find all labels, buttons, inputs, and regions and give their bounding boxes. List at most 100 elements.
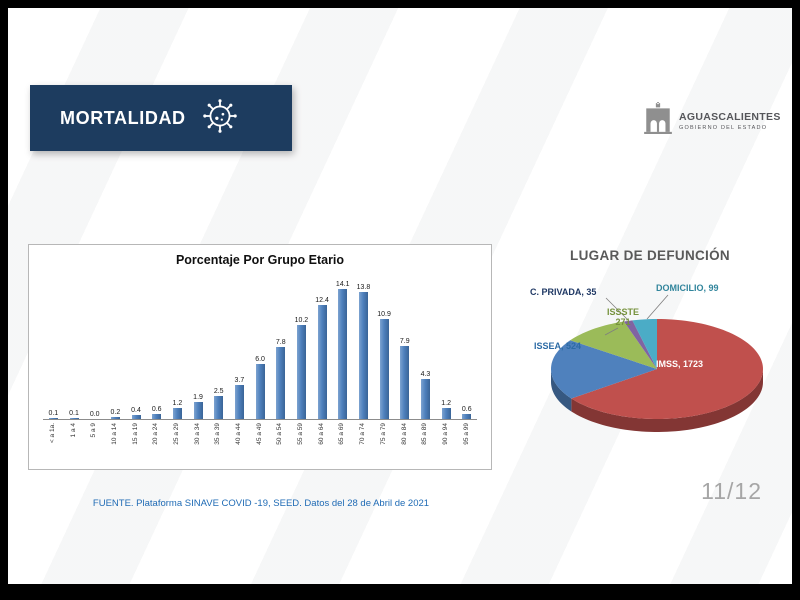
bar-category-label: < a 1a. bbox=[49, 423, 57, 444]
bar bbox=[379, 318, 389, 419]
bar-category-cell: 70 a 74 bbox=[353, 423, 374, 445]
bar-category-cell: 90 a 94 bbox=[436, 423, 457, 445]
bar-category-cell: < a 1a. bbox=[43, 423, 64, 445]
bar-category-row: < a 1a. 1 a 4 5 a 9 10 a 14 15 a 19 20 a 24 25… bbox=[43, 423, 477, 445]
bar-category-label: 50 a 54 bbox=[276, 423, 284, 445]
bar-category-label: 20 a 24 bbox=[152, 423, 160, 445]
bar-slot: 7.9 bbox=[394, 338, 415, 419]
bar-category-cell: 20 a 24 bbox=[146, 423, 167, 445]
bar-category-cell: 85 a 89 bbox=[415, 423, 436, 445]
bar bbox=[234, 385, 244, 419]
bar-slot: 4.3 bbox=[415, 371, 436, 419]
bar-slot: 0.2 bbox=[105, 409, 126, 419]
mortality-banner: MORTALIDAD bbox=[30, 85, 292, 151]
bar-category-label: 10 a 14 bbox=[111, 423, 119, 445]
bar-category-label: 60 a 64 bbox=[317, 423, 325, 445]
bar-slot: 0.6 bbox=[456, 405, 477, 419]
bar-category-label: 45 a 49 bbox=[255, 423, 263, 445]
bar-slot: 1.2 bbox=[167, 400, 188, 419]
bar-slot: 0.1 bbox=[64, 410, 85, 419]
virus-icon bbox=[202, 98, 238, 139]
bar bbox=[441, 408, 451, 419]
pie-label-issste: ISSSTE 271 bbox=[606, 307, 639, 328]
bar-value-label: 0.4 bbox=[131, 407, 141, 415]
bar-category-cell: 1 a 4 bbox=[64, 423, 85, 445]
bar-category-label: 1 a 4 bbox=[69, 423, 77, 438]
bar bbox=[462, 413, 472, 419]
bar-slot: 1.2 bbox=[436, 400, 457, 419]
bar bbox=[400, 346, 410, 419]
bar-value-label: 12.4 bbox=[315, 296, 329, 304]
bar bbox=[131, 415, 141, 419]
bar-category-cell: 35 a 39 bbox=[208, 423, 229, 445]
bar-category-label: 90 a 94 bbox=[441, 423, 449, 445]
bar bbox=[172, 408, 182, 419]
bar-chart-panel: Porcentaje Por Grupo Etario 0.1 0.1 0.0 0.2… bbox=[28, 244, 492, 470]
bar-slot: 0.0 bbox=[84, 411, 105, 419]
bar-value-label: 10.9 bbox=[377, 310, 391, 318]
pie-slice-issea bbox=[551, 340, 657, 399]
bar-category-cell: 30 a 34 bbox=[188, 423, 209, 445]
source-note: FUENTE. Plataforma SINAVE COVID -19, SEE… bbox=[92, 498, 430, 509]
pie-leader-line bbox=[604, 327, 619, 336]
pie-slice-domicilio bbox=[632, 319, 657, 369]
bar-value-label: 1.2 bbox=[441, 400, 451, 407]
aguascalientes-logo-icon bbox=[644, 102, 672, 139]
bar-slot: 10.9 bbox=[374, 311, 395, 419]
bar bbox=[338, 289, 348, 419]
bar-category-label: 95 a 99 bbox=[462, 423, 470, 445]
bar-value-label: 0.6 bbox=[461, 405, 472, 413]
bar-value-label: 0.6 bbox=[151, 405, 162, 413]
bar-value-label: 10.2 bbox=[294, 317, 309, 325]
bar-value-label: 0.1 bbox=[48, 410, 59, 418]
bar-value-label: 1.9 bbox=[193, 393, 203, 401]
bar-slot: 6.0 bbox=[250, 356, 271, 419]
bar-slot: 14.1 bbox=[332, 281, 353, 419]
bar bbox=[110, 417, 120, 419]
pie-slice-c-privada bbox=[623, 320, 657, 369]
bar-value-label: 2.5 bbox=[213, 388, 224, 395]
bar-slot: 7.8 bbox=[270, 339, 291, 419]
bar-category-label: 85 a 89 bbox=[421, 423, 429, 445]
bar-chart-title: Porcentaje Por Grupo Etario bbox=[175, 253, 345, 267]
bar-value-label: 3.7 bbox=[234, 377, 245, 384]
bar-category-cell: 60 a 64 bbox=[312, 423, 333, 445]
bar-category-cell: 50 a 54 bbox=[270, 423, 291, 445]
pie-slice-imss bbox=[571, 319, 763, 419]
bar-category-label: 15 a 19 bbox=[131, 423, 139, 445]
bar bbox=[420, 379, 430, 419]
bar bbox=[317, 304, 327, 419]
bar-slot: 12.4 bbox=[312, 297, 333, 419]
bar-slot: 3.7 bbox=[229, 377, 250, 419]
logo-subtitle: GOBIERNO DEL ESTADO bbox=[679, 124, 768, 131]
bar-category-label: 70 a 74 bbox=[359, 423, 367, 445]
pie-side bbox=[571, 369, 763, 432]
bar-value-label: 0.2 bbox=[110, 409, 121, 417]
bar-category-label: 65 a 69 bbox=[338, 423, 346, 445]
bar-category-label: 5 a 9 bbox=[90, 423, 98, 438]
pie-label-imss: IMSS, 1723 bbox=[656, 359, 704, 369]
bar-category-cell: 40 a 44 bbox=[229, 423, 250, 445]
bar-category-label: 35 a 39 bbox=[214, 423, 222, 445]
bar-slot: 0.4 bbox=[126, 407, 147, 419]
bar bbox=[358, 292, 368, 419]
pie-slice-issste bbox=[570, 321, 657, 369]
bar bbox=[276, 347, 286, 419]
bar-category-cell: 15 a 19 bbox=[126, 423, 147, 445]
pie-label-issea: ISSEA, 524 bbox=[534, 341, 582, 351]
bar bbox=[152, 413, 162, 419]
bar-category-label: 80 a 84 bbox=[400, 423, 408, 445]
bar-slot: 2.5 bbox=[208, 388, 229, 419]
state-logo: AGUASCALIENTES GOBIERNO DEL ESTADO bbox=[644, 102, 781, 139]
page-number: 11/12 bbox=[701, 478, 762, 504]
logo-title: AGUASCALIENTES bbox=[679, 110, 781, 123]
pie-svg bbox=[551, 294, 763, 432]
bar-value-label: 0.0 bbox=[89, 411, 100, 418]
bar bbox=[255, 363, 265, 419]
bar-value-label: 6.0 bbox=[255, 355, 265, 363]
bar bbox=[214, 396, 224, 419]
bar-category-label: 40 a 44 bbox=[235, 423, 243, 445]
bar-category-cell: 80 a 84 bbox=[394, 423, 415, 445]
state-logo-text: AGUASCALIENTES GOBIERNO DEL ESTADO bbox=[679, 111, 781, 131]
bar bbox=[193, 401, 203, 419]
